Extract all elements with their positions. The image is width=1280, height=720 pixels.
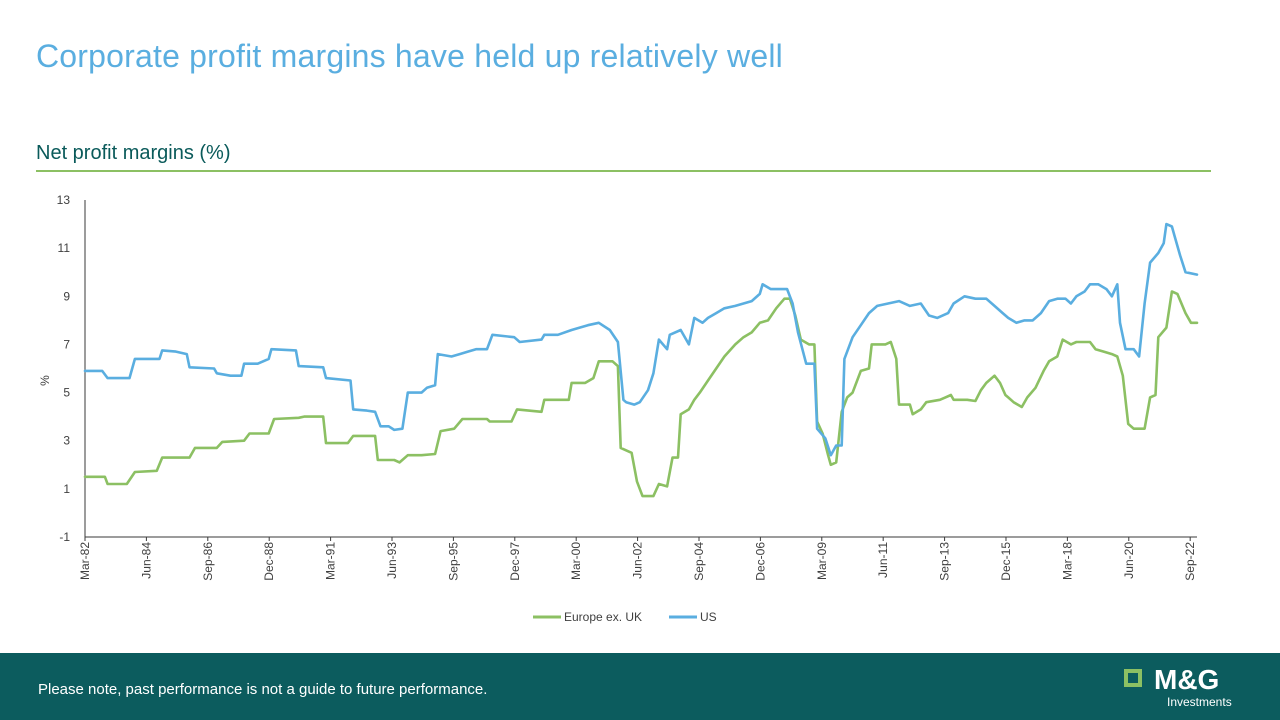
- page-title: Corporate profit margins have held up re…: [36, 38, 783, 74]
- x-tick-label: Sep-13: [938, 542, 952, 581]
- x-tick-label: Jun-11: [876, 542, 890, 578]
- x-tick-label: Sep-22: [1183, 542, 1197, 581]
- mg-logo: M&G Investments: [1124, 665, 1244, 709]
- x-tick-label: Mar-00: [569, 542, 583, 580]
- x-tick-label: Mar-09: [815, 542, 829, 580]
- x-tick-label: Dec-88: [262, 542, 276, 581]
- x-tick-label: Jun-93: [385, 542, 399, 579]
- legend-label: US: [700, 610, 717, 624]
- series-line-europe-ex-uk: [83, 290, 1199, 498]
- x-tick-label: Sep-86: [201, 542, 215, 581]
- x-tick-label: Jun-84: [139, 542, 153, 579]
- x-tick-label: Jun-02: [631, 542, 645, 579]
- x-axis: Mar-82 Jun-84 Sep-86 Dec-88 Mar-91 Jun-93 Sep-…: [78, 536, 1197, 581]
- x-tick-label: Mar-82: [78, 542, 92, 580]
- x-tick-label: Mar-91: [324, 542, 338, 580]
- y-tick-label: 11: [58, 241, 71, 255]
- x-tick-label: Dec-15: [999, 542, 1013, 581]
- logo-square-icon: [1124, 669, 1142, 687]
- y-tick-label: 5: [63, 386, 70, 400]
- y-tick-label: 1: [63, 482, 70, 496]
- legend: Europe ex. UK US: [533, 610, 717, 624]
- logo-subtitle: Investments: [1167, 695, 1232, 709]
- series-layer: [83, 222, 1199, 498]
- x-tick-label: Mar-18: [1060, 542, 1074, 580]
- y-tick-label: 7: [63, 337, 70, 351]
- footer-bar: Please note, past performance is not a g…: [0, 653, 1280, 720]
- x-tick-label: Dec-97: [508, 542, 522, 581]
- y-tick-label: 9: [63, 289, 70, 303]
- y-tick-label: 3: [63, 434, 70, 448]
- y-axis-label: %: [38, 375, 52, 386]
- x-tick-label: Sep-04: [692, 542, 706, 581]
- x-tick-label: Jun-20: [1122, 542, 1136, 579]
- disclaimer-text: Please note, past performance is not a g…: [38, 681, 488, 698]
- legend-label: Europe ex. UK: [564, 610, 642, 624]
- y-tick-label: -1: [59, 530, 70, 544]
- x-tick-label: Dec-06: [753, 542, 767, 581]
- chart-subtitle: Net profit margins (%): [36, 142, 231, 164]
- series-line-us: [83, 222, 1199, 457]
- subtitle-divider: [36, 170, 1211, 172]
- x-tick-label: Sep-95: [446, 542, 460, 581]
- y-tick-label: 13: [57, 193, 71, 207]
- logo-name: M&G: [1154, 664, 1220, 695]
